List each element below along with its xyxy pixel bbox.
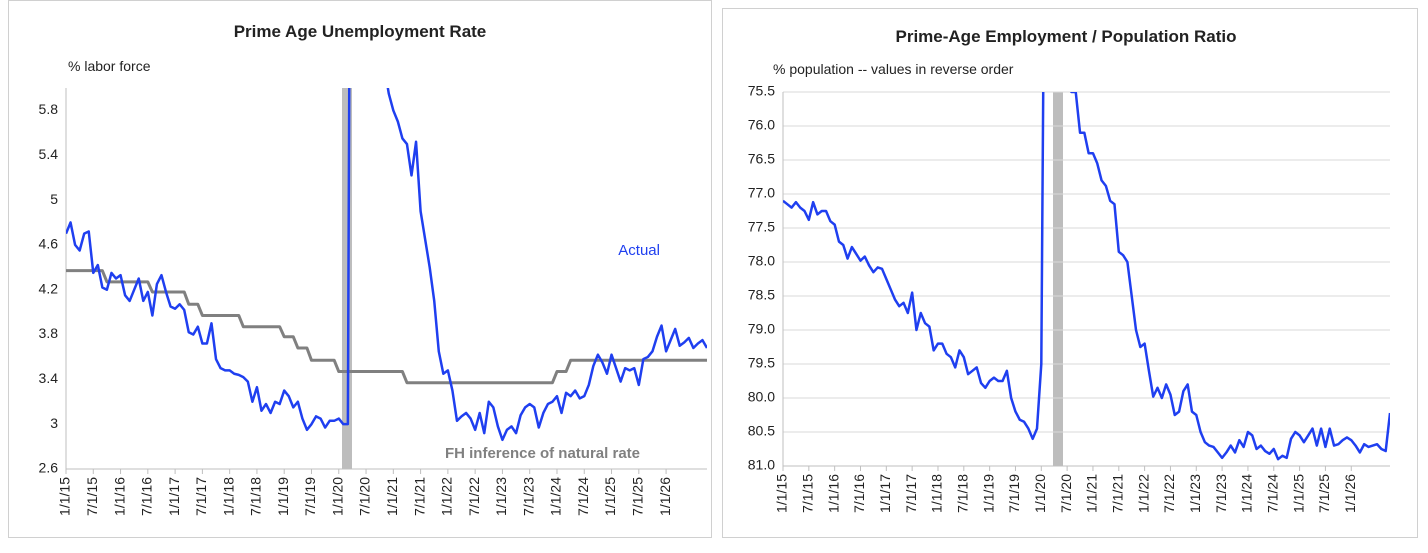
- x-tick-label: 1/1/19: [275, 477, 291, 516]
- y-axis-title: % population -- values in reverse order: [773, 61, 1014, 77]
- x-tick-label: 1/1/16: [111, 477, 127, 516]
- y-tick-label: 4.2: [39, 280, 59, 296]
- x-tick-label: 7/1/24: [575, 477, 591, 516]
- y-tick-label: 78.5: [748, 287, 775, 303]
- x-tick-label: 7/1/21: [1109, 474, 1125, 513]
- x-tick-label: 1/1/21: [384, 477, 400, 516]
- x-tick-label: 1/1/17: [166, 477, 182, 516]
- x-tick-label: 7/1/21: [411, 477, 427, 516]
- x-tick-label: 7/1/22: [466, 477, 482, 516]
- recession-shade: [1053, 92, 1063, 466]
- panel-border: [722, 8, 1418, 538]
- y-tick-label: 80.0: [748, 389, 775, 405]
- data-line: [783, 92, 1390, 461]
- x-tick-label: 1/1/25: [1290, 474, 1306, 513]
- y-tick-label: 3: [50, 415, 58, 431]
- y-tick-label: 81.0: [748, 457, 775, 473]
- x-tick-label: 1/1/21: [1084, 474, 1100, 513]
- x-tick-label: 1/1/15: [57, 477, 73, 516]
- x-tick-label: 1/1/19: [980, 474, 996, 513]
- plot-lines: [66, 88, 707, 442]
- y-tick-label: 79.0: [748, 321, 775, 337]
- y-tick-label: 78.0: [748, 253, 775, 269]
- x-tick-label: 7/1/15: [84, 477, 100, 516]
- x-tick-label: 1/1/20: [1032, 474, 1048, 513]
- chart-title: Prime Age Unemployment Rate: [234, 22, 487, 41]
- x-tick-label: 7/1/20: [357, 477, 373, 516]
- x-tick-label: 1/1/20: [329, 477, 345, 516]
- y-tick-label: 5: [50, 191, 58, 207]
- y-tick-label: 4.6: [39, 236, 59, 252]
- x-tick-label: 7/1/15: [800, 474, 816, 513]
- x-tick-label: 1/1/22: [439, 477, 455, 516]
- x-tick-label: 7/1/19: [1006, 474, 1022, 513]
- annotation: FH inference of natural rate: [445, 445, 640, 462]
- annotation: Actual: [618, 242, 660, 259]
- y-tick-label: 80.5: [748, 423, 775, 439]
- x-tick-label: 1/1/25: [602, 477, 618, 516]
- y-axis-title: % labor force: [68, 58, 151, 74]
- data-line: [66, 269, 707, 385]
- x-tick-label: 1/1/24: [1239, 474, 1255, 513]
- x-tick-label: 7/1/24: [1264, 474, 1280, 513]
- x-tick-label: 7/1/16: [139, 477, 155, 516]
- y-tick-label: 5.4: [39, 146, 59, 162]
- x-tick-label: 7/1/20: [1058, 474, 1074, 513]
- x-tick-label: 1/1/22: [1135, 474, 1151, 513]
- x-tick-label: 7/1/16: [851, 474, 867, 513]
- x-tick-label: 7/1/17: [903, 474, 919, 513]
- panel-border: [8, 0, 712, 538]
- x-tick-label: 1/1/23: [1187, 474, 1203, 513]
- data-line: [66, 88, 707, 442]
- x-tick-label: 7/1/23: [1213, 474, 1229, 513]
- x-tick-label: 1/1/23: [493, 477, 509, 516]
- recession-shade: [342, 88, 352, 469]
- x-tick-label: 1/1/24: [548, 477, 564, 516]
- x-tick-label: 7/1/22: [1161, 474, 1177, 513]
- x-tick-label: 7/1/25: [1316, 474, 1332, 513]
- x-tick-label: 1/1/17: [877, 474, 893, 513]
- x-tick-label: 7/1/18: [955, 474, 971, 513]
- chart-title: Prime-Age Employment / Population Ratio: [896, 27, 1237, 46]
- x-tick-label: 1/1/16: [825, 474, 841, 513]
- x-tick-label: 1/1/26: [1342, 474, 1358, 513]
- x-tick-label: 7/1/17: [193, 477, 209, 516]
- y-tick-label: 3.8: [39, 325, 59, 341]
- x-tick-label: 1/1/18: [220, 477, 236, 516]
- y-tick-label: 3.4: [39, 370, 59, 386]
- y-tick-label: 5.8: [39, 101, 59, 117]
- x-tick-label: 1/1/26: [657, 477, 673, 516]
- x-tick-label: 7/1/19: [302, 477, 318, 516]
- y-tick-label: 76.5: [748, 151, 775, 167]
- y-tick-label: 75.5: [748, 83, 775, 99]
- y-tick-label: 77.0: [748, 185, 775, 201]
- y-tick-label: 79.5: [748, 355, 775, 371]
- x-tick-label: 1/1/18: [929, 474, 945, 513]
- y-tick-label: 76.0: [748, 117, 775, 133]
- x-tick-label: 7/1/18: [248, 477, 264, 516]
- x-tick-label: 1/1/15: [774, 474, 790, 513]
- y-tick-label: 2.6: [39, 460, 59, 476]
- plot-lines: [783, 92, 1390, 461]
- x-tick-label: 7/1/25: [630, 477, 646, 516]
- x-tick-label: 7/1/23: [520, 477, 536, 516]
- y-tick-label: 77.5: [748, 219, 775, 235]
